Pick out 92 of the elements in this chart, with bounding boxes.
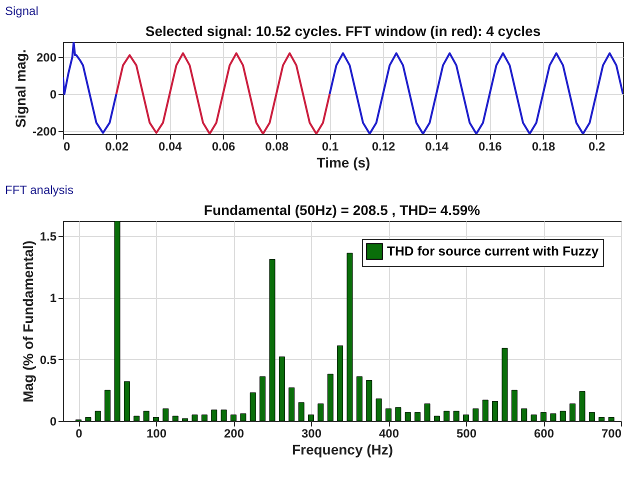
bar — [550, 413, 556, 421]
x-tick-label: 200 — [224, 426, 244, 440]
bar — [570, 403, 576, 421]
bar — [356, 376, 362, 421]
x-tick-label: 100 — [146, 426, 167, 440]
bar — [560, 410, 566, 421]
chart-title: Selected signal: 10.52 cycles. FFT window (in red): 4 cycles — [145, 23, 541, 39]
line-series — [328, 52, 623, 134]
x-tick-label: 300 — [301, 426, 322, 440]
bar — [395, 407, 402, 421]
bar — [94, 410, 101, 421]
bar — [240, 413, 246, 421]
bar — [366, 380, 372, 421]
bar — [472, 408, 479, 421]
bar — [434, 416, 440, 421]
bar — [162, 408, 169, 421]
bar — [220, 410, 227, 421]
bar — [124, 381, 130, 421]
bar — [278, 356, 285, 421]
y-tick-label: -200 — [32, 124, 57, 139]
bar — [588, 412, 595, 421]
chart-title: Fundamental (50Hz) = 208.5 , THD= 4.59% — [204, 202, 481, 218]
y-tick-label: 1.5 — [40, 229, 57, 244]
y-tick-label: 0 — [50, 88, 57, 102]
x-tick-label: 0.08 — [265, 140, 289, 154]
x-axis-title: Frequency (Hz) — [292, 442, 394, 458]
x-tick-label: 600 — [534, 426, 554, 440]
bar — [269, 259, 276, 421]
x-tick-label: 0.02 — [105, 140, 129, 154]
bar — [463, 414, 469, 421]
bar — [424, 403, 430, 421]
bar — [404, 412, 411, 421]
bar — [502, 348, 508, 421]
bar — [172, 416, 178, 421]
y-axis-title: Mag (% of Fundamental) — [20, 240, 36, 402]
bar — [511, 390, 518, 421]
x-tick-label: 700 — [601, 426, 622, 440]
bar — [192, 414, 198, 421]
bar — [598, 417, 605, 421]
x-tick-label: 0.18 — [532, 140, 556, 154]
bar — [444, 410, 450, 421]
bar — [288, 387, 295, 421]
bar — [114, 221, 120, 421]
x-tick-label: 0 — [76, 426, 83, 440]
bar — [104, 390, 111, 421]
bar — [308, 414, 314, 421]
bar — [453, 410, 460, 421]
bar — [540, 412, 546, 421]
bar — [143, 410, 150, 421]
line-series — [115, 52, 331, 134]
y-tick-label: 1 — [50, 291, 57, 306]
bar — [327, 374, 334, 421]
text: Signal — [5, 4, 38, 18]
legend-label: THD for source current with Fuzzy — [387, 244, 600, 258]
x-tick-label: 0.1 — [322, 140, 339, 154]
x-tick-label: 500 — [456, 426, 477, 440]
text: FFT analysis — [5, 183, 74, 197]
x-tick-label: 0.04 — [158, 140, 182, 154]
y-axis-title: Signal mag. — [12, 49, 28, 128]
bar — [346, 252, 353, 421]
bar — [521, 408, 528, 421]
bar — [530, 414, 537, 421]
bar — [230, 414, 236, 421]
bar — [386, 408, 392, 421]
bar — [85, 417, 92, 421]
bar — [608, 417, 614, 421]
x-tick-label: 400 — [378, 426, 400, 440]
x-tick-label: 0.14 — [425, 140, 449, 154]
bar — [414, 412, 421, 421]
bar — [250, 392, 256, 421]
y-tick-label: 0.5 — [40, 352, 57, 367]
bar — [579, 391, 586, 421]
bar — [182, 418, 188, 421]
y-tick-label: 0 — [50, 414, 57, 428]
y-tick-label: 200 — [36, 50, 57, 64]
bar — [134, 416, 140, 421]
x-tick-label: 0 — [64, 140, 70, 154]
x-tick-label: 0.16 — [478, 140, 502, 154]
x-tick-label: 0.12 — [372, 140, 396, 154]
bar — [201, 414, 208, 421]
x-tick-label: 0.2 — [588, 140, 606, 154]
bar — [376, 398, 382, 421]
bar — [298, 402, 304, 421]
bar — [337, 345, 344, 421]
x-tick-label: 0.06 — [212, 140, 236, 154]
x-axis-title: Time (s) — [316, 154, 370, 170]
bar — [211, 410, 218, 421]
bar — [260, 376, 266, 421]
bar — [318, 403, 324, 421]
bar — [492, 400, 498, 421]
bar — [482, 400, 488, 421]
bar — [153, 417, 159, 421]
